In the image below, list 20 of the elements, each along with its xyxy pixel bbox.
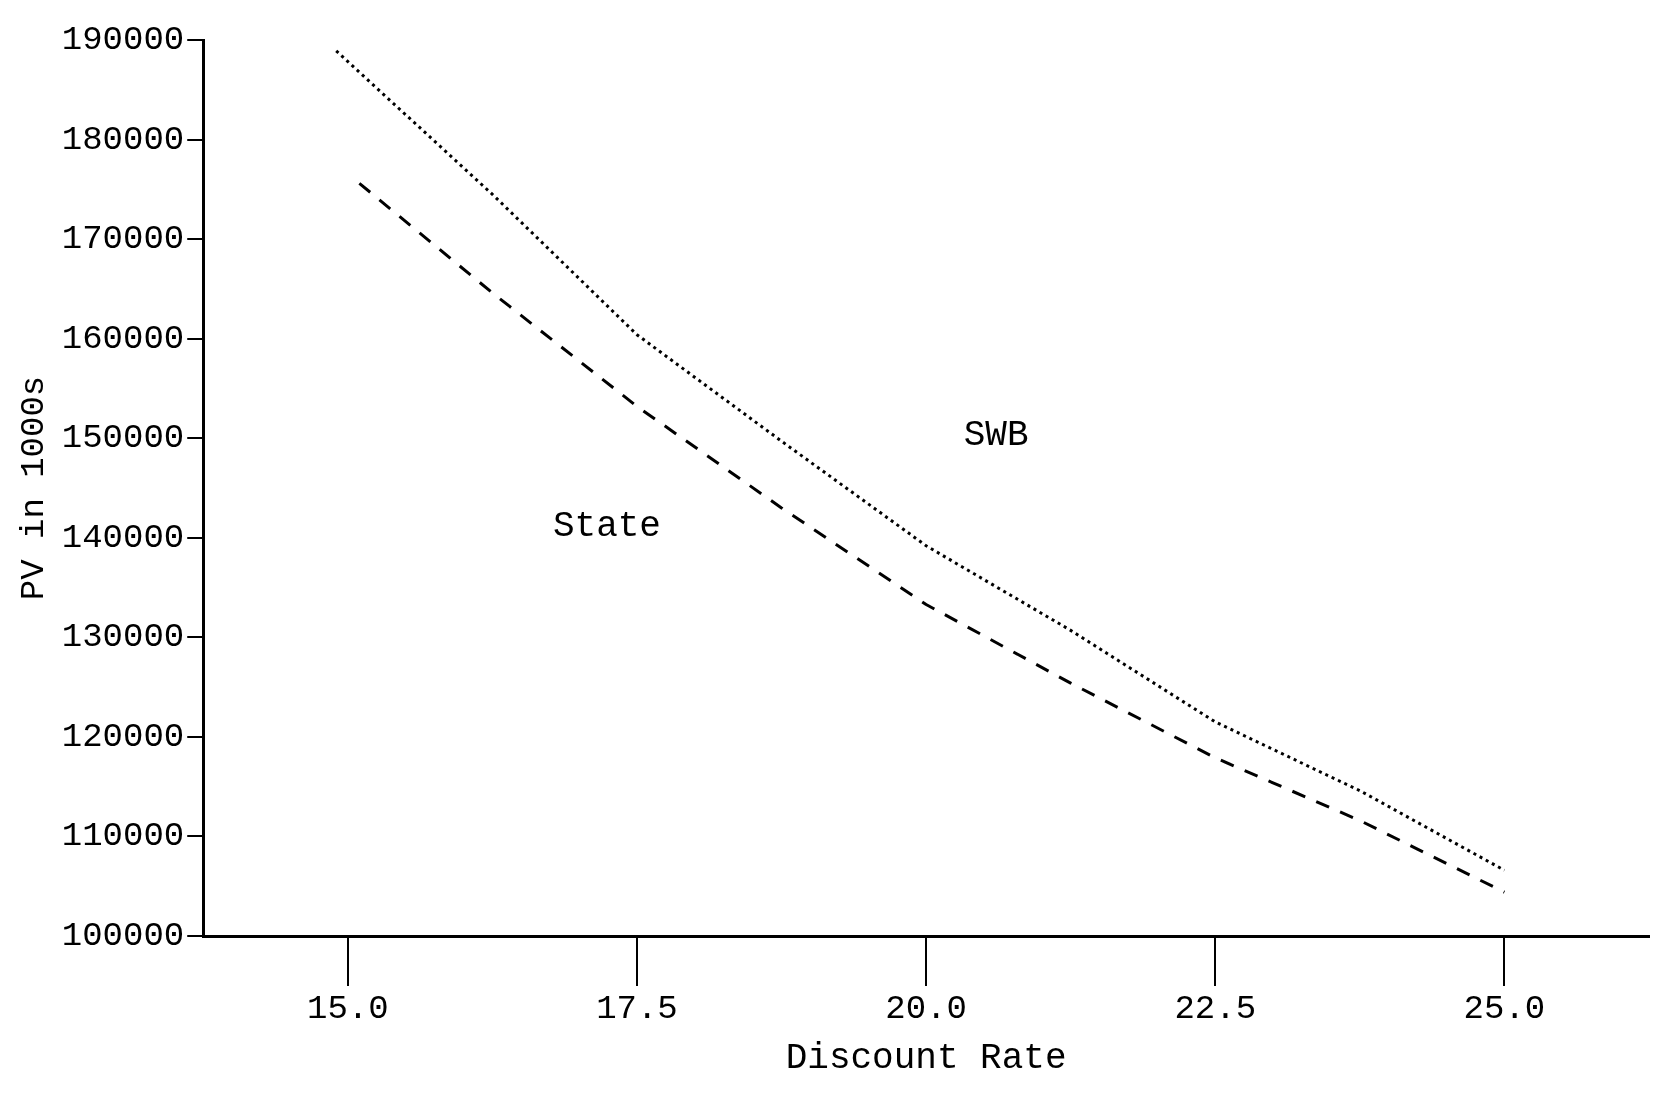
y-tick-label: 140000 bbox=[61, 518, 185, 557]
y-tick-label: 110000 bbox=[61, 817, 185, 856]
y-tick-label: 100000 bbox=[61, 917, 185, 955]
x-tick-label: 17.5 bbox=[596, 990, 678, 1029]
text: SWB bbox=[963, 415, 1029, 457]
y-tick-label: 190000 bbox=[61, 21, 185, 59]
x-tick-label: 15.0 bbox=[306, 990, 389, 1029]
y-tick-label: 170000 bbox=[61, 220, 185, 259]
x-tick-label: 22.5 bbox=[1174, 990, 1257, 1029]
x-tick-label: 25.0 bbox=[1463, 990, 1546, 1029]
line-series bbox=[357, 181, 1506, 894]
x-axis-title: Discount Rate bbox=[785, 1037, 1067, 1079]
series-label: State bbox=[552, 505, 661, 547]
y-tick-label: 180000 bbox=[61, 120, 185, 159]
y-tick-label: 150000 bbox=[61, 419, 185, 458]
y-tick-label: 130000 bbox=[61, 618, 185, 657]
y-axis-title: PV in 1000s bbox=[15, 375, 54, 601]
y-tick-label: 160000 bbox=[61, 319, 185, 358]
y-tick-label: 120000 bbox=[61, 717, 185, 756]
x-tick-label: 20.0 bbox=[885, 990, 967, 1029]
